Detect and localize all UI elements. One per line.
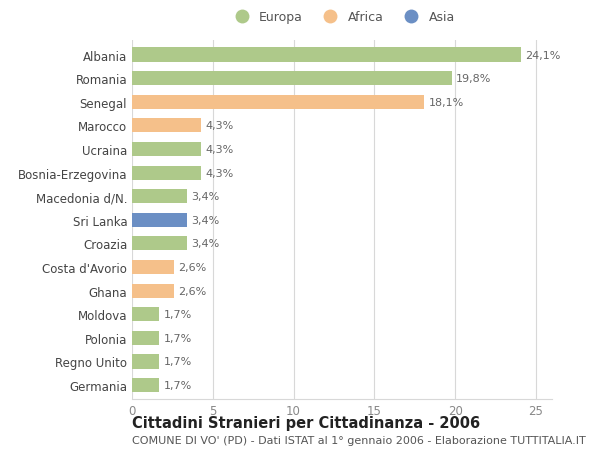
Text: 4,3%: 4,3%	[205, 121, 234, 131]
Bar	[132, 143, 202, 157]
Bar	[132, 190, 187, 204]
Bar	[132, 166, 202, 180]
Text: 4,3%: 4,3%	[205, 145, 234, 155]
Text: 18,1%: 18,1%	[428, 98, 464, 107]
Text: 2,6%: 2,6%	[178, 263, 206, 273]
Bar	[132, 331, 160, 345]
Text: Cittadini Stranieri per Cittadinanza - 2006: Cittadini Stranieri per Cittadinanza - 2…	[132, 415, 480, 431]
Bar	[132, 48, 521, 62]
Text: 24,1%: 24,1%	[526, 50, 561, 61]
Text: 4,3%: 4,3%	[205, 168, 234, 178]
Bar	[132, 308, 160, 322]
Legend: Europa, Africa, Asia: Europa, Africa, Asia	[224, 6, 460, 29]
Text: 1,7%: 1,7%	[163, 309, 192, 319]
Bar	[132, 354, 160, 369]
Text: 3,4%: 3,4%	[191, 192, 219, 202]
Bar	[132, 119, 202, 133]
Text: 1,7%: 1,7%	[163, 333, 192, 343]
Bar	[132, 95, 424, 110]
Bar	[132, 260, 174, 274]
Bar	[132, 237, 187, 251]
Text: 1,7%: 1,7%	[163, 357, 192, 367]
Bar	[132, 284, 174, 298]
Text: 3,4%: 3,4%	[191, 215, 219, 225]
Text: 1,7%: 1,7%	[163, 380, 192, 390]
Text: 3,4%: 3,4%	[191, 239, 219, 249]
Bar	[132, 378, 160, 392]
Bar	[132, 213, 187, 227]
Text: COMUNE DI VO' (PD) - Dati ISTAT al 1° gennaio 2006 - Elaborazione TUTTITALIA.IT: COMUNE DI VO' (PD) - Dati ISTAT al 1° ge…	[132, 435, 586, 445]
Bar	[132, 72, 452, 86]
Text: 19,8%: 19,8%	[456, 74, 491, 84]
Text: 2,6%: 2,6%	[178, 286, 206, 296]
